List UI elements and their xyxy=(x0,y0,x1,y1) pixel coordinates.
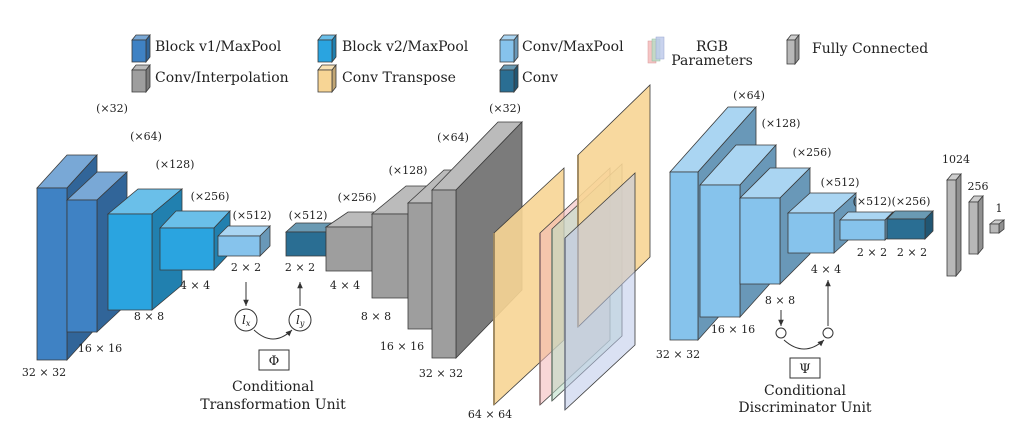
encoder-size-2: 16 × 16 xyxy=(78,342,122,355)
ly-node xyxy=(288,308,312,332)
encoder-channels-5: (×512) xyxy=(233,209,272,222)
psi-box xyxy=(789,357,821,379)
encoder-size-1: 32 × 32 xyxy=(22,366,66,379)
disc-block-6 xyxy=(886,210,934,240)
decoder-size-5: 32 × 32 xyxy=(419,367,463,380)
rgb-plane-b xyxy=(564,172,636,411)
transform-unit-caption-line2: Transformation Unit xyxy=(200,397,346,413)
decoder-channels-1: (×512) xyxy=(289,209,328,222)
fc-layer-256 xyxy=(968,194,984,256)
legend-swatch-fully-connected xyxy=(786,33,800,66)
decoder-size-4: 16 × 16 xyxy=(380,340,424,353)
phi-box xyxy=(258,349,290,371)
decoder-channels-4: (×64) xyxy=(437,131,469,144)
disc-size-6: 2 × 2 xyxy=(897,246,927,259)
legend-item-rgb-parameters: RGB Parameters xyxy=(647,36,753,69)
disc-unit-caption-line1: Conditional xyxy=(764,383,846,399)
legend-label-conv: Conv xyxy=(522,70,558,86)
fc-layer-1 xyxy=(988,219,1006,234)
disc-node-left xyxy=(775,327,787,339)
fc-layer-1024 xyxy=(946,172,962,278)
lx-to-ly-arrow xyxy=(253,329,293,340)
fc-units-1024: 1024 xyxy=(942,153,970,166)
legend-label-rgb-line2: Parameters xyxy=(671,53,753,69)
encoder-size-5: 2 × 2 xyxy=(231,261,261,274)
legend-label-rgb-line1: RGB xyxy=(696,39,728,55)
legend-swatch-block-v2 xyxy=(317,33,337,64)
disc-unit-caption-line2: Discriminator Unit xyxy=(738,400,872,416)
decoder-size-3: 8 × 8 xyxy=(361,310,391,323)
fully-connected-layers: 1024 256 1 xyxy=(942,153,1006,278)
legend-label-conv-interpolation: Conv/Interpolation xyxy=(155,70,289,86)
conditional-transformation-unit: lx ly Φ Conditional Transformation Unit xyxy=(200,282,346,413)
fc-units-256: 256 xyxy=(968,180,989,193)
disc-node-right xyxy=(822,327,834,339)
legend-swatch-conv-maxpool xyxy=(499,33,519,64)
encoder-channels-4: (×256) xyxy=(191,190,230,203)
legend-item-conv-maxpool: Conv/MaxPool xyxy=(499,33,624,64)
disc-size-4: 4 × 4 xyxy=(811,263,841,276)
fc-units-1: 1 xyxy=(996,202,1003,215)
legend-item-conv: Conv xyxy=(499,63,558,94)
legend-label-conv-transpose: Conv Transpose xyxy=(342,70,456,86)
encoder-channels-2: (×64) xyxy=(130,130,162,143)
legend-swatch-conv-transpose xyxy=(317,63,337,94)
disc-block-5 xyxy=(839,211,894,241)
legend-label-fully-connected: Fully Connected xyxy=(812,41,928,57)
disc-size-1: 32 × 32 xyxy=(656,348,700,361)
phi-label: Φ xyxy=(269,354,280,369)
legend-item-fully-connected: Fully Connected xyxy=(786,33,928,66)
decoder: (×512) (×256) (×128) (×64) (×32) 2 × 2 4… xyxy=(285,84,651,421)
psi-label: Ψ xyxy=(799,362,810,377)
rgb-swatch-stack xyxy=(647,36,665,64)
decoder-output-size: 64 × 64 xyxy=(468,408,512,421)
disc-channels-6: (×256) xyxy=(892,195,931,208)
lx-label: lx xyxy=(242,313,251,328)
disc-channels-3: (×256) xyxy=(793,146,832,159)
encoder-channels-1: (×32) xyxy=(96,102,128,115)
legend-item-block-v1: Block v1/MaxPool xyxy=(131,33,282,64)
discriminator: (×64) (×128) (×256) (×512) (×512) (×256)… xyxy=(656,89,934,416)
encoder-block-5 xyxy=(217,225,271,257)
decoder-channels-3: (×128) xyxy=(389,164,428,177)
disc-size-5: 2 × 2 xyxy=(857,246,887,259)
legend-label-block-v1: Block v1/MaxPool xyxy=(155,39,282,55)
disc-channels-5: (×512) xyxy=(853,195,892,208)
decoder-block-5 xyxy=(431,121,523,359)
legend-swatch-conv-interpolation xyxy=(131,63,151,94)
legend-label-conv-maxpool: Conv/MaxPool xyxy=(522,39,624,55)
encoder-size-3: 8 × 8 xyxy=(134,310,164,323)
encoder-size-4: 4 × 4 xyxy=(180,279,210,292)
disc-size-2: 16 × 16 xyxy=(711,323,755,336)
disc-block-3 xyxy=(739,167,811,285)
disc-channels-2: (×128) xyxy=(762,117,801,130)
decoder-channels-5: (×32) xyxy=(489,102,521,115)
legend-item-block-v2: Block v2/MaxPool xyxy=(317,33,469,64)
transform-unit-caption-line1: Conditional xyxy=(232,379,314,395)
decoder-size-1: 2 × 2 xyxy=(285,261,315,274)
decoder-size-2: 4 × 4 xyxy=(330,279,360,292)
legend-item-conv-transpose: Conv Transpose xyxy=(317,63,456,94)
legend: Block v1/MaxPool Block v2/MaxPool Conv/M… xyxy=(131,33,928,94)
ly-label: ly xyxy=(296,313,305,328)
disc-node-arrow xyxy=(783,339,825,350)
encoder-channels-3: (×128) xyxy=(156,158,195,171)
lx-node xyxy=(234,308,258,332)
legend-item-conv-interpolation: Conv/Interpolation xyxy=(131,63,289,94)
disc-channels-1: (×64) xyxy=(733,89,765,102)
legend-swatch-conv xyxy=(499,63,519,94)
disc-size-3: 8 × 8 xyxy=(765,294,795,307)
disc-channels-4: (×512) xyxy=(821,176,860,189)
decoder-channels-2: (×256) xyxy=(338,191,377,204)
encoder: (×32) (×64) (×128) (×256) (×512) 32 × 32… xyxy=(22,102,272,379)
legend-swatch-block-v1 xyxy=(131,33,151,64)
legend-label-block-v2: Block v2/MaxPool xyxy=(342,39,469,55)
